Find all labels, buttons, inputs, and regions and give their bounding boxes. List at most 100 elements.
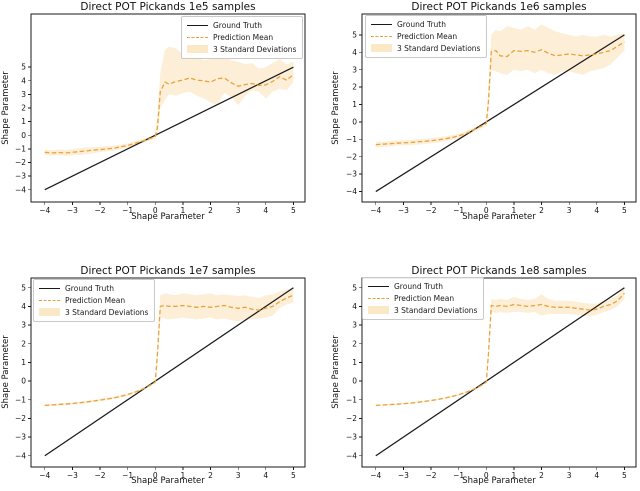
svg-text:5: 5 xyxy=(21,63,26,72)
svg-text:3: 3 xyxy=(567,206,572,215)
legend-item-ground-truth: Ground Truth xyxy=(371,19,480,30)
svg-text:−4: −4 xyxy=(39,206,50,215)
legend-item-ground-truth: Ground Truth xyxy=(39,283,148,294)
x-axis-label: Shape Parameter xyxy=(131,212,205,222)
svg-text:3: 3 xyxy=(21,90,26,99)
svg-text:0: 0 xyxy=(352,118,357,127)
svg-text:5: 5 xyxy=(622,471,627,480)
plot-title: Direct POT Pickands 1e8 samples xyxy=(411,265,587,277)
svg-text:2: 2 xyxy=(352,83,357,92)
plot-title: Direct POT Pickands 1e6 samples xyxy=(411,1,587,13)
svg-text:−4: −4 xyxy=(370,471,381,480)
svg-text:−4: −4 xyxy=(15,451,26,460)
subplot-1e8: −4 −3 −2 −1 0 1 2 3 4 5 −4 −3 −2 −1 0 1 2 3 4 5 Direct POT … xyxy=(320,245,640,491)
svg-text:3: 3 xyxy=(236,206,241,215)
svg-text:3: 3 xyxy=(567,471,572,480)
legend-label: Prediction Mean xyxy=(397,31,458,41)
band-patch-swatch xyxy=(39,308,60,317)
svg-text:−1: −1 xyxy=(346,135,357,144)
y-axis-label: Shape Parameter xyxy=(1,71,11,145)
legend-item-ground-truth: Ground Truth xyxy=(368,281,477,292)
svg-text:2: 2 xyxy=(539,471,544,480)
dashed-line-swatch xyxy=(371,35,392,37)
dashed-line-swatch xyxy=(368,297,389,299)
legend-label: Prediction Mean xyxy=(213,32,274,42)
svg-text:−3: −3 xyxy=(346,433,357,442)
svg-text:0: 0 xyxy=(21,131,26,140)
legend-label: 3 Standard Deviations xyxy=(397,43,481,53)
legend-label: 3 Standard Deviations xyxy=(394,305,478,315)
y-axis-label: Shape Parameter xyxy=(331,335,341,409)
svg-text:−3: −3 xyxy=(398,206,409,215)
svg-text:−2: −2 xyxy=(426,471,437,480)
legend-label: Ground Truth xyxy=(394,281,443,291)
legend-item-prediction-mean: Prediction Mean xyxy=(39,295,148,306)
svg-text:4: 4 xyxy=(594,471,599,480)
svg-text:3: 3 xyxy=(236,471,241,480)
legend-item-prediction-mean: Prediction Mean xyxy=(368,293,477,304)
subplot-1e7: −4 −3 −2 −1 0 1 2 3 4 5 −4 −3 −2 −1 0 1 2 3 4 5 Direct POT … xyxy=(0,245,320,491)
x-axis-label: Shape Parameter xyxy=(131,476,205,486)
legend-box: Ground Truth Prediction Mean 3 Standard … xyxy=(181,16,304,59)
plot-area-1e6: −4 −3 −2 −1 0 1 2 3 4 5 −4 −3 −2 −1 0 1 2 3 4 5 xyxy=(346,13,637,215)
legend-label: Ground Truth xyxy=(65,283,114,293)
svg-text:5: 5 xyxy=(352,30,357,39)
svg-text:1: 1 xyxy=(181,206,186,215)
svg-text:5: 5 xyxy=(291,206,296,215)
svg-text:4: 4 xyxy=(21,76,26,85)
svg-text:2: 2 xyxy=(21,104,26,113)
legend-label: Ground Truth xyxy=(397,19,446,29)
svg-text:2: 2 xyxy=(208,471,213,480)
legend-item-ground-truth: Ground Truth xyxy=(187,20,296,31)
svg-text:−4: −4 xyxy=(39,471,50,480)
svg-text:0: 0 xyxy=(153,206,158,215)
svg-text:2: 2 xyxy=(539,206,544,215)
svg-text:4: 4 xyxy=(263,471,268,480)
svg-text:−1: −1 xyxy=(122,206,133,215)
svg-text:3: 3 xyxy=(352,321,357,330)
svg-text:0: 0 xyxy=(484,206,489,215)
svg-text:−2: −2 xyxy=(426,206,437,215)
svg-text:−3: −3 xyxy=(67,206,78,215)
svg-text:1: 1 xyxy=(21,117,26,126)
legend-box: Ground Truth Prediction Mean 3 Standard … xyxy=(362,277,485,320)
svg-text:1: 1 xyxy=(21,358,26,367)
legend-label: Prediction Mean xyxy=(65,295,126,305)
svg-text:4: 4 xyxy=(352,48,357,57)
legend-label: Prediction Mean xyxy=(394,293,455,303)
svg-text:−4: −4 xyxy=(370,206,381,215)
plot-area-1e5: −4 −3 −2 −1 0 1 2 3 4 5 −4 −3 −2 −1 0 1 2 3 4 5 xyxy=(15,13,306,215)
svg-text:−1: −1 xyxy=(122,471,133,480)
legend-box: Ground Truth Prediction Mean 3 Standard … xyxy=(33,279,156,322)
solid-line-swatch xyxy=(368,285,389,287)
legend-item-prediction-mean: Prediction Mean xyxy=(187,32,296,43)
svg-text:−3: −3 xyxy=(15,172,26,181)
svg-text:−2: −2 xyxy=(95,206,106,215)
svg-text:−3: −3 xyxy=(398,471,409,480)
svg-text:−2: −2 xyxy=(95,471,106,480)
svg-text:2: 2 xyxy=(208,206,213,215)
svg-text:−4: −4 xyxy=(15,185,26,194)
dashed-line-swatch xyxy=(187,36,208,38)
svg-text:2: 2 xyxy=(352,339,357,348)
band-patch-swatch xyxy=(371,44,392,53)
legend-item-std-band: 3 Standard Deviations xyxy=(368,305,477,316)
x-axis-label: Shape Parameter xyxy=(462,476,536,486)
svg-text:−3: −3 xyxy=(346,170,357,179)
svg-text:−2: −2 xyxy=(15,414,26,423)
svg-text:−2: −2 xyxy=(346,152,357,161)
svg-text:−2: −2 xyxy=(15,158,26,167)
solid-line-swatch xyxy=(371,23,392,25)
dashed-line-swatch xyxy=(39,299,60,301)
legend-label: Ground Truth xyxy=(213,20,262,30)
svg-text:−2: −2 xyxy=(346,414,357,423)
legend-label: 3 Standard Deviations xyxy=(213,44,297,54)
svg-text:−1: −1 xyxy=(453,206,464,215)
svg-text:−1: −1 xyxy=(15,395,26,404)
plot-title: Direct POT Pickands 1e7 samples xyxy=(80,265,256,277)
legend-item-std-band: 3 Standard Deviations xyxy=(187,44,296,55)
svg-text:−1: −1 xyxy=(346,395,357,404)
svg-text:−1: −1 xyxy=(15,144,26,153)
svg-text:1: 1 xyxy=(512,206,517,215)
